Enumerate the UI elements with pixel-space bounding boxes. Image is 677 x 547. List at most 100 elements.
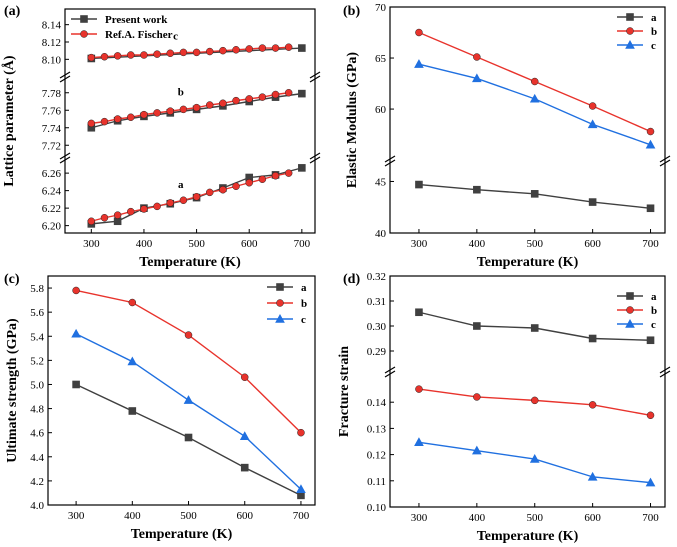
- panel-b-label: (b): [343, 4, 360, 19]
- panel-c-y-tick-label: 4.0: [30, 500, 44, 512]
- panel-a-data-point: [258, 44, 267, 52]
- panel-a-legend-marker: [80, 15, 88, 23]
- panel-a-data-point: [298, 89, 306, 98]
- panel-c-y-tick-label: 5.0: [30, 379, 44, 391]
- panel-c-y-tick-label: 5.4: [30, 331, 44, 343]
- panel-c-data-point: [184, 331, 193, 339]
- panel-a-data-point: [153, 202, 161, 211]
- panel-a-axis-break: [309, 152, 321, 160]
- panel-a-series-line: [91, 46, 289, 59]
- panel-b-legend-marker: [626, 27, 634, 35]
- panel-d-data-point: [646, 411, 655, 420]
- panel-a-x-tick-label: 700: [294, 238, 311, 250]
- panel-b-data-point: [530, 190, 539, 198]
- panel-a-axis-break: [309, 75, 321, 83]
- panel-d-y-tick-label: 0.11: [367, 476, 386, 488]
- panel-a-data-point: [153, 50, 161, 58]
- panel-a-data-point: [192, 103, 201, 112]
- panel-b-y-tick-label: 60: [375, 104, 387, 116]
- panel-d-y-axis-label: Fracture strain: [337, 346, 352, 437]
- panel-a-data-point: [87, 119, 96, 128]
- panel-d-label: (d): [343, 272, 360, 287]
- panel-d-data-point: [473, 393, 481, 401]
- panel-b-data-point: [588, 102, 597, 110]
- panel-b-x-tick-label: 400: [469, 238, 486, 250]
- panel-c-data-point: [239, 431, 250, 440]
- panel-b-y-axis-label: Elastic Modulus (GPa): [345, 52, 360, 188]
- panel-a-data-point: [140, 110, 148, 119]
- panel-d-y-tick-label: 0.29: [367, 346, 387, 358]
- panel-d-y-tick-label: 0.12: [367, 450, 386, 462]
- panel-d-data-point: [588, 334, 597, 343]
- panel-c-data-point: [71, 328, 81, 338]
- panel-b-data-point: [646, 204, 655, 213]
- panel-a-x-tick-label: 400: [136, 238, 153, 250]
- panel-d-x-tick-label: 700: [642, 512, 659, 524]
- panel-a-y-tick-label: 6.26: [42, 168, 62, 180]
- panel-a-data-point: [284, 89, 293, 97]
- panel-c-x-tick-label: 400: [124, 510, 141, 522]
- panel-a-data-point: [127, 51, 135, 59]
- panel-d-legend-marker: [626, 306, 634, 314]
- panel-c-x-tick-label: 500: [180, 510, 197, 522]
- panel-c-y-tick-label: 5.8: [30, 283, 44, 295]
- panel-a-y-tick-label: 8.10: [42, 54, 62, 66]
- panel-b-data-point: [646, 127, 655, 136]
- panel-a-data-point: [100, 117, 109, 126]
- panel-b-data-point: [471, 73, 482, 83]
- panel-a-data-point: [219, 186, 227, 194]
- panel-d-x-tick-label: 400: [469, 512, 486, 524]
- panel-b-axis-break: [384, 155, 396, 163]
- panel-a-x-axis-label: Temperature (K): [139, 255, 241, 270]
- panel-a-data-point: [100, 214, 109, 222]
- panel-a-y-tick-label: 7.72: [42, 140, 61, 152]
- panel-b-legend-label: a: [651, 12, 657, 24]
- panel-c-data-point: [72, 286, 80, 295]
- panel-a-series-line: [91, 92, 289, 125]
- panel-d-y-tick-label: 0.32: [367, 271, 386, 283]
- panel-a-axis-break: [59, 71, 71, 79]
- panel-d-y-tick-label: 0.30: [367, 321, 387, 333]
- panel-a-data-point: [113, 217, 122, 226]
- panel-d-data-point: [414, 437, 424, 446]
- panel-c-legend-label: c: [301, 314, 306, 326]
- panel-a-data-point: [140, 205, 148, 213]
- panel-c-x-tick-label: 300: [68, 510, 85, 522]
- panel-a-axis-break: [309, 71, 321, 79]
- panel-c-y-tick-label: 5.6: [30, 307, 44, 319]
- panel-a-data-point: [205, 188, 214, 197]
- panel-a-data-point: [298, 44, 306, 52]
- panel-a-data-point: [219, 46, 227, 55]
- panel-b-y-tick-label: 65: [375, 53, 387, 65]
- panel-a-data-point: [192, 193, 201, 201]
- panel-b-x-tick-label: 500: [526, 238, 543, 250]
- panel-c-label: (c): [4, 272, 20, 287]
- panel-b-data-point: [587, 119, 598, 129]
- panel-c-data-point: [184, 433, 193, 442]
- panel-b-x-axis-label: Temperature (K): [477, 255, 579, 270]
- panel-a-curve-label: a: [178, 179, 184, 191]
- panel-a-y-axis-label: Lattice parameter (Å): [1, 55, 17, 186]
- panel-d-x-axis-label: Temperature (K): [477, 529, 579, 544]
- panel-a-series-line: [91, 172, 289, 222]
- panel-c-data-point: [296, 484, 306, 494]
- panel-d-axis-break: [659, 370, 671, 378]
- panel-a-data-point: [113, 52, 122, 60]
- panel-c-y-tick-label: 4.6: [30, 428, 44, 440]
- panel-a-data-point: [166, 107, 175, 115]
- panel-c-legend-label: b: [301, 298, 307, 310]
- panel-a-data-point: [271, 172, 280, 180]
- panel-c-series-line: [75, 289, 302, 434]
- panel-d-y-tick-label: 0.14: [367, 397, 387, 409]
- panel-c-data-point: [297, 428, 305, 437]
- panel-a-data-point: [140, 51, 148, 59]
- panel-d-axes-frame: [389, 275, 666, 508]
- panel-a-y-tick-label: 8.12: [42, 37, 61, 49]
- panel-a-data-point: [298, 164, 306, 172]
- panel-d-data-point: [530, 324, 539, 332]
- panel-a-label: (a): [4, 4, 21, 19]
- panel-b-data-point: [414, 59, 424, 68]
- panel-d-data-point: [415, 308, 423, 317]
- panel-a-axis-break: [59, 156, 71, 164]
- panel-c-y-axis-label: Ultimate strength (GPa): [5, 318, 20, 463]
